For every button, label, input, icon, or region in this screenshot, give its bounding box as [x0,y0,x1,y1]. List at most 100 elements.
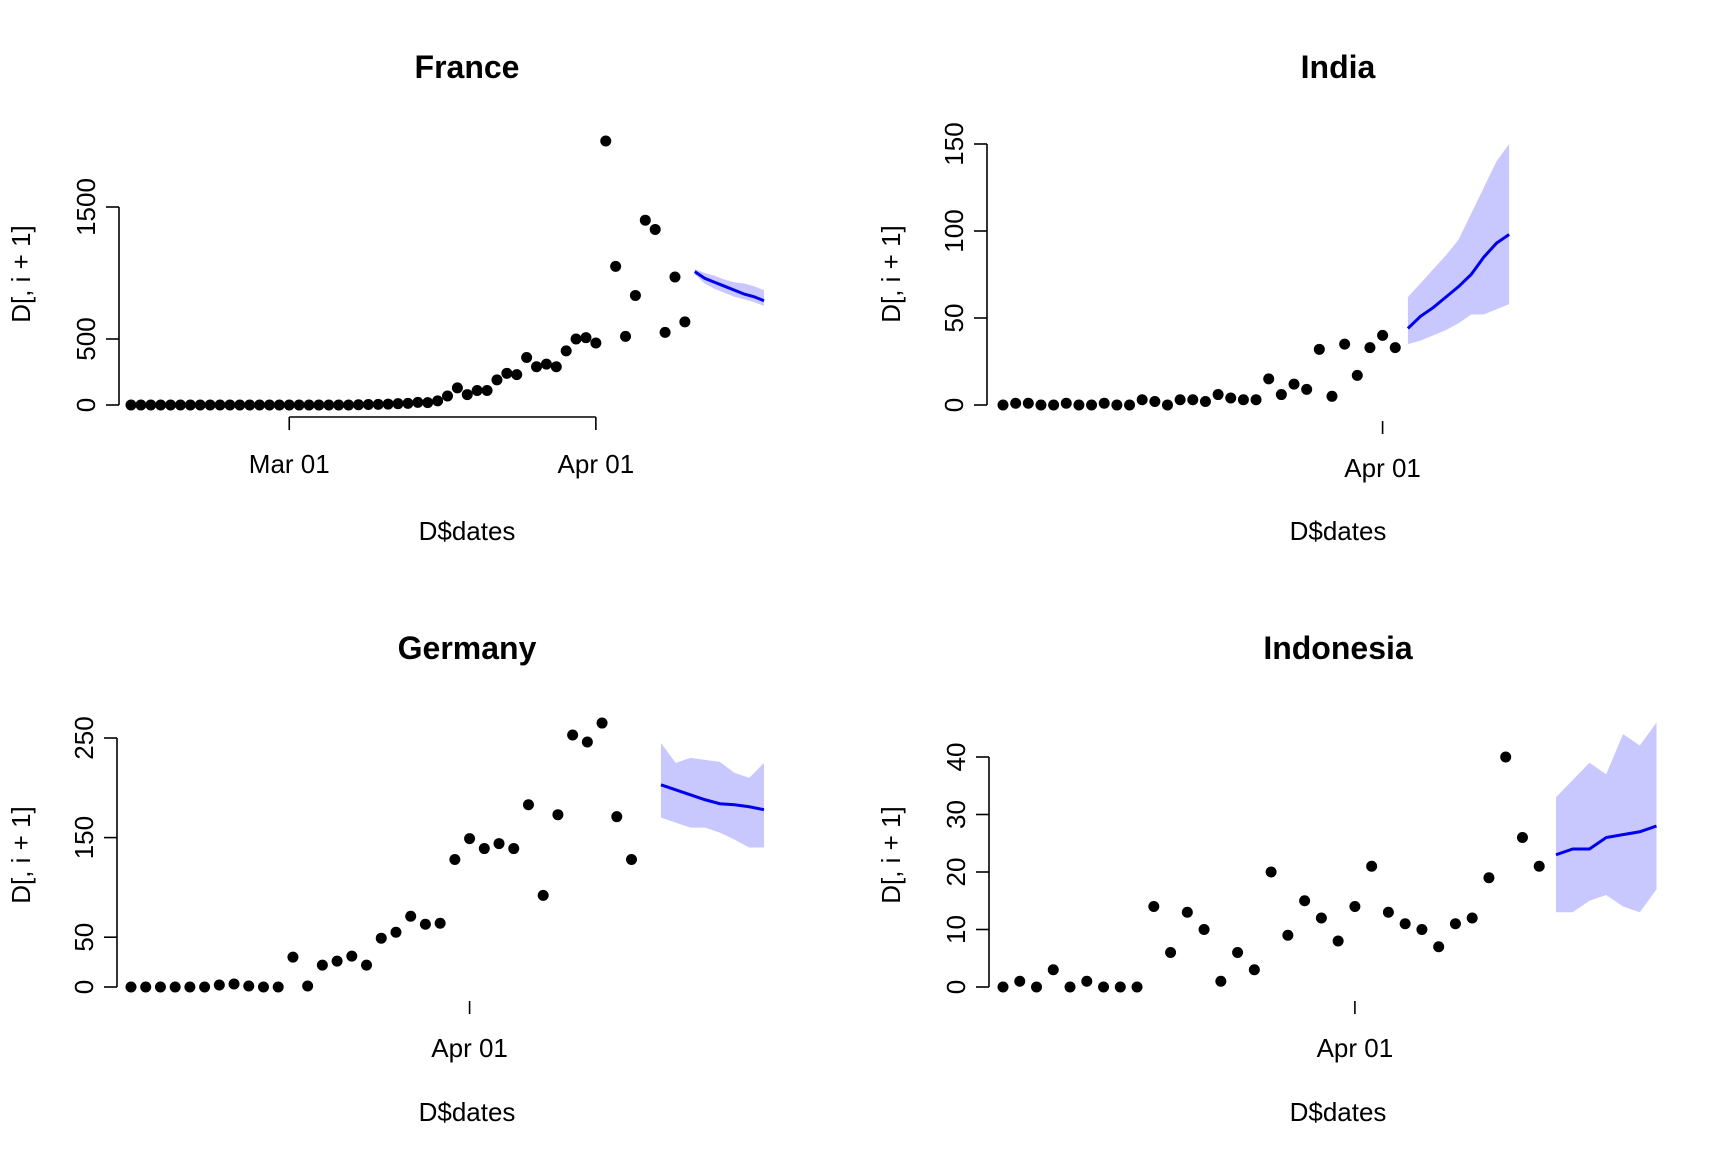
data-point [257,981,269,993]
x-tick-label: Apr 01 [1317,1033,1394,1063]
data-point [508,843,520,855]
data-point [174,399,186,411]
data-point [234,399,246,411]
data-point [552,809,564,821]
data-point [272,981,284,993]
data-point [228,978,240,990]
x-tick-label: Apr 01 [558,449,635,479]
data-point [1215,975,1227,987]
data-point [1149,396,1161,408]
data-point [580,332,592,344]
data-point [629,289,641,301]
data-point [1366,860,1378,872]
data-point [1098,981,1110,993]
data-point [224,399,236,411]
data-point [1124,399,1136,411]
x-axis-label: D$dates [1290,1097,1387,1127]
forecast-line [1406,233,1510,330]
data-point [478,843,490,855]
data-point [1248,964,1260,976]
data-point [165,399,177,411]
data-point [626,854,638,866]
data-point [254,399,266,411]
data-point [1161,399,1173,411]
y-tick-label: 0 [69,980,99,994]
data-point [522,799,534,811]
data-point [611,811,623,823]
data-point [567,729,579,741]
data-point [481,384,493,396]
data-point [263,399,275,411]
forecast-band [1407,144,1510,345]
y-tick-label: 500 [71,317,101,360]
data-point [1031,981,1043,993]
panel-title: Indonesia [1263,630,1413,666]
data-point [1416,924,1428,935]
data-point [1516,832,1528,843]
data-point [1081,975,1093,987]
data-point [464,833,476,845]
y-tick-label: 1500 [71,178,101,236]
forecast-band [1555,722,1657,913]
data-point [659,326,671,338]
data-point [145,399,157,411]
data-point [1048,399,1060,411]
data-point [1466,912,1478,924]
y-tick-label: 40 [941,743,971,772]
data-point [1047,964,1059,976]
data-point [1035,399,1047,411]
data-point [1265,866,1277,878]
forecast-line [660,783,765,812]
data-point [1086,399,1098,411]
data-point [1339,338,1351,350]
data-point [596,717,608,729]
data-point [590,337,602,349]
data-point [244,399,256,411]
data-point [1313,343,1325,355]
data-point [214,399,226,411]
data-point [1332,935,1344,947]
data-point [419,918,431,930]
y-tick-label: 30 [941,800,971,829]
data-point [521,351,533,363]
data-point [1533,860,1545,872]
data-point [560,345,572,357]
data-point [449,854,461,866]
data-point [372,398,384,410]
data-point [610,260,622,272]
data-point [649,223,661,235]
data-point [125,981,137,993]
data-point [1098,397,1110,409]
y-tick-label: 0 [939,398,969,412]
x-tick-label: Apr 01 [1344,453,1421,483]
data-point [1064,981,1076,993]
data-point [570,333,582,345]
data-point [669,271,681,283]
data-point [1364,342,1376,354]
data-point [1389,342,1401,354]
data-point [639,214,651,226]
data-point [511,369,523,381]
data-point [1232,947,1244,958]
data-point [287,951,299,963]
data-point [302,980,314,992]
y-tick-label: 100 [939,209,969,252]
data-point [1060,397,1072,409]
y-tick-label: 150 [939,122,969,165]
y-tick-label: 20 [941,858,971,887]
y-tick-label: 250 [69,716,99,759]
data-point [1199,396,1211,408]
data-point [461,389,473,401]
data-point [331,955,343,967]
data-point [581,736,593,748]
data-point [540,358,552,370]
data-point [313,399,325,411]
data-point [343,399,355,411]
data-point [550,361,562,373]
data-point [1131,981,1143,993]
data-point [1148,901,1160,912]
data-point [1111,399,1123,411]
data-point [184,399,196,411]
panel-title: France [415,49,520,85]
